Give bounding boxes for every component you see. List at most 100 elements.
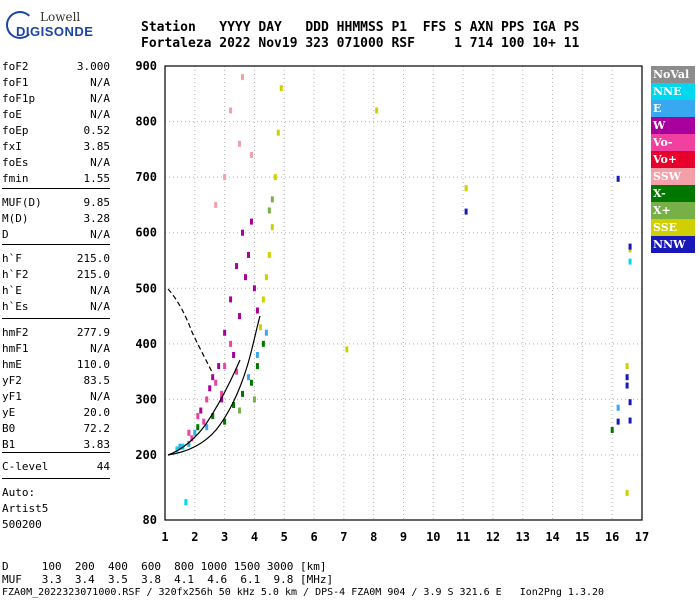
data-point-nnw	[616, 418, 620, 425]
param-row: B1 3.83	[2, 438, 110, 454]
data-point-vo-	[190, 435, 194, 442]
data-point-x-	[267, 207, 271, 214]
data-point-w	[220, 396, 224, 403]
param-value: N/A	[90, 300, 110, 313]
data-point-nnw	[628, 243, 632, 250]
param-separator	[2, 188, 110, 189]
param-label: hmF1	[2, 342, 29, 355]
param-label: yF1	[2, 390, 22, 403]
param-value: 3.85	[83, 140, 111, 153]
param-value: 72.2	[83, 422, 111, 435]
param-value: N/A	[90, 76, 110, 89]
data-point-w	[211, 374, 215, 381]
header-row-2: Fortaleza 2022 Nov19 323 071000 RSF 1 71…	[141, 36, 580, 51]
x-tick-label: 4	[251, 530, 258, 544]
data-point-sse	[261, 296, 265, 303]
param-label: foEs	[2, 156, 29, 169]
param-row: D N/A	[2, 228, 110, 244]
legend-item-nne: NNE	[651, 83, 695, 100]
param-row: hmF1 N/A	[2, 342, 110, 358]
data-point-w	[243, 274, 247, 281]
x-tick-label: 8	[370, 530, 377, 544]
param-value: N/A	[90, 108, 110, 121]
data-point-e	[193, 429, 197, 436]
param-row: C-level 44	[2, 460, 110, 476]
data-point-vo-	[229, 340, 233, 347]
y-tick-label: 800	[135, 115, 157, 129]
data-point-x-	[196, 424, 200, 431]
x-tick-label: 6	[310, 530, 317, 544]
header-row-1: Station YYYY DAY DDD HHMMSS P1 FFS S AXN…	[141, 20, 580, 35]
legend-item-e: E	[651, 100, 695, 117]
chart-curves	[167, 288, 261, 456]
param-value: 3.000	[76, 60, 110, 73]
param-label: M(D)	[2, 212, 29, 225]
param-label: fxI	[2, 140, 22, 153]
x-tick-label: 11	[456, 530, 470, 544]
digisonde-logo: Lowell DIGISONDE	[4, 8, 114, 50]
param-row: MUF(D) 9.85	[2, 196, 110, 212]
chart-ticks: 1 2 3 4 5 6 7 8 9 10 11 12 13 14 15 16 17802003004005006…	[135, 59, 649, 544]
param-value: N/A	[90, 92, 110, 105]
data-point-sse	[264, 274, 268, 281]
legend-item-w: W	[651, 117, 695, 134]
x-tick-label: 1	[161, 530, 168, 544]
data-point-w	[232, 351, 236, 358]
data-point-sse	[375, 107, 379, 114]
logo-ring-icon	[6, 11, 34, 39]
data-point-w	[235, 263, 239, 270]
data-point-x-	[255, 363, 259, 370]
data-point-w	[255, 307, 259, 314]
param-label: h`E	[2, 284, 22, 297]
param-row: hmE 110.0	[2, 358, 110, 374]
data-point-sse	[270, 224, 274, 231]
data-point-w	[217, 363, 221, 370]
data-point-sse	[464, 185, 468, 192]
data-point-vo-	[202, 418, 206, 425]
footer-muf-row: MUF 3.3 3.4 3.5 3.8 4.1 4.6 6.1 9.8 [MHz…	[2, 573, 334, 586]
param-row: fxI 3.85	[2, 140, 110, 156]
param-row: foE N/A	[2, 108, 110, 124]
plot-frame	[164, 65, 643, 521]
param-label: D	[2, 228, 9, 241]
data-point-w	[238, 313, 242, 320]
param-value: N/A	[90, 228, 110, 241]
y-tick-label: 300	[135, 392, 157, 406]
data-point-sse	[273, 174, 277, 181]
legend-item-ssw: SSW	[651, 168, 695, 185]
data-point-w	[249, 218, 253, 225]
y-tick-label: 500	[135, 281, 157, 295]
data-point-w	[208, 385, 212, 392]
param-row: h`F 215.0	[2, 252, 110, 268]
data-point-vo-	[214, 379, 218, 386]
param-row: foF1 N/A	[2, 76, 110, 92]
x-tick-label: 17	[635, 530, 649, 544]
data-point-w	[229, 296, 233, 303]
profile-curve	[167, 288, 213, 373]
param-label: foF1	[2, 76, 29, 89]
data-point-x-	[223, 418, 227, 425]
param-separator	[2, 478, 110, 479]
x-tick-label: 10	[426, 530, 440, 544]
y-tick-label: 600	[135, 226, 157, 240]
data-point-sse	[276, 129, 280, 136]
param-label: foEp	[2, 124, 29, 137]
data-point-sse	[267, 251, 271, 258]
data-point-e	[255, 351, 259, 358]
y-tick-label: 80	[143, 513, 157, 527]
param-label: B0	[2, 422, 16, 435]
data-point-e	[616, 404, 620, 411]
data-point-nnw	[625, 374, 629, 381]
param-row: foEp 0.52	[2, 124, 110, 140]
data-point-ssw	[229, 107, 233, 114]
param-label: foF1p	[2, 92, 36, 105]
auto-block: Auto: Artist5 500200	[2, 485, 48, 533]
param-value: 83.5	[83, 374, 111, 387]
data-point-vo-	[223, 363, 227, 370]
data-point-ssw	[214, 201, 218, 208]
data-point-e	[187, 440, 191, 447]
footer-distance-row: D 100 200 400 600 800 1000 1500 3000 [km…	[2, 560, 327, 573]
param-label: foE	[2, 108, 22, 121]
param-value: 3.83	[83, 438, 111, 451]
logo-lowell: Lowell	[40, 10, 81, 24]
